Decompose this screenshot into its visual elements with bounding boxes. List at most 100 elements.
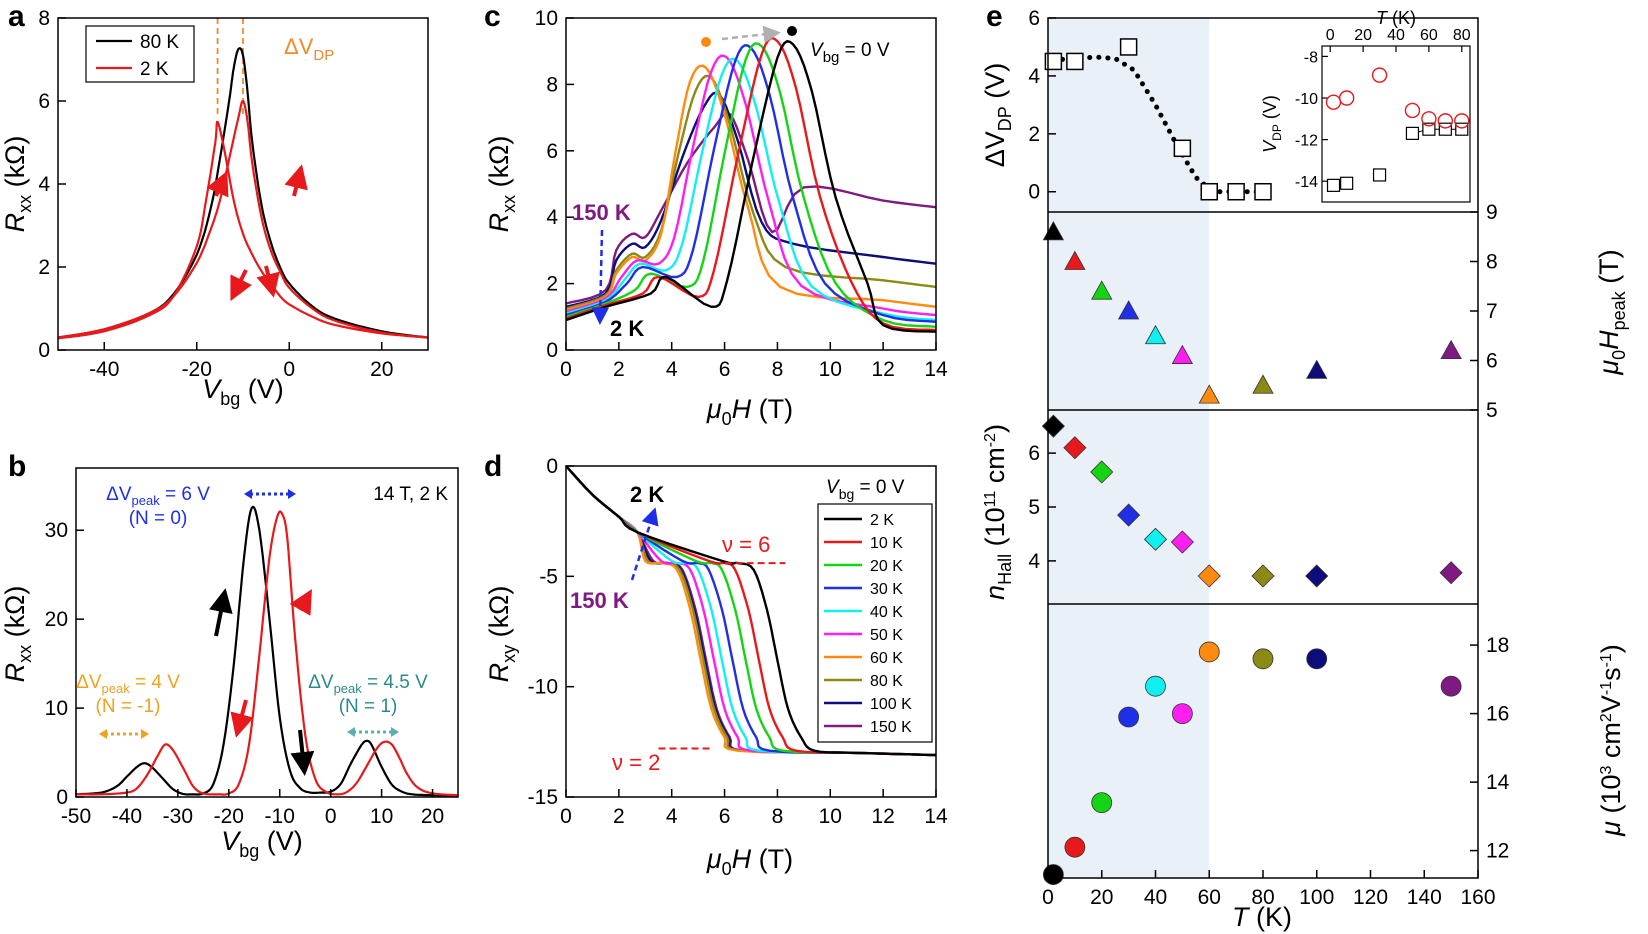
- panel-e2-ytick-label: 9: [1486, 201, 1498, 224]
- legend-d-label: 40 K: [870, 604, 903, 621]
- delta-vdp-point: [1173, 139, 1192, 158]
- series-c-60K: [565, 64, 937, 312]
- panel-d-xlabel: μ0H (T): [706, 844, 793, 879]
- inset-xtick-label: 40: [1387, 27, 1405, 44]
- panel-b-xlabel: Vbg (V): [221, 826, 303, 861]
- legend-d-label: 60 K: [870, 650, 903, 667]
- panel-d-xtick-label: 4: [666, 805, 678, 828]
- panel-e-xlabel: T (K): [1232, 902, 1292, 932]
- nhall-point: [1170, 530, 1194, 554]
- double-arrow-head: [99, 729, 107, 739]
- mobility-point: [1091, 792, 1113, 814]
- mobility-point: [1145, 675, 1166, 697]
- panel-c-ytick-label: 8: [546, 73, 558, 96]
- panel-e2-ytick-label: 6: [1486, 350, 1498, 373]
- nhall-point: [1117, 503, 1141, 527]
- inset-square-point: [1372, 168, 1387, 182]
- panel-e4-ytick-label: 18: [1486, 634, 1509, 657]
- inset-square-point: [1455, 122, 1469, 136]
- peak-shift-arrow: [721, 25, 781, 44]
- panel-a-ytick-label: 8: [38, 7, 50, 30]
- nhall-point: [1305, 564, 1329, 588]
- panel-b-xtick-label: -30: [163, 805, 193, 828]
- panel-d-xtick-label: 6: [719, 805, 731, 828]
- panel-b-xtick-label: 10: [370, 805, 393, 828]
- panel-c-ylabel: Rxx (kΩ): [484, 136, 519, 233]
- panel-a-xtick-label: -40: [89, 358, 119, 381]
- inset-squares-line: [1412, 128, 1462, 134]
- legend-a-label: 80 K: [140, 32, 179, 53]
- inset-square-point: [1326, 178, 1341, 192]
- legend-d-label: 2 K: [870, 512, 894, 529]
- panel-d-xtick-label: 2: [613, 805, 625, 828]
- panel-e1-ytick-label: 6: [1028, 7, 1040, 30]
- legend-d-label: 30 K: [870, 581, 903, 598]
- temp-label-c-top: 150 K: [572, 200, 631, 225]
- inset-ytick-label: -14: [1295, 174, 1318, 191]
- inset-ytick-label: -10: [1295, 91, 1318, 108]
- sweep-arrow: [284, 164, 308, 197]
- delta-vdp-point: [1227, 182, 1245, 201]
- panel-a-xtick-label: 0: [283, 358, 295, 381]
- panel-a-xtick-label: -20: [182, 358, 212, 381]
- panel-c-ytick-label: 6: [546, 140, 558, 163]
- inset-circle-point: [1454, 113, 1470, 129]
- inset-ytick-label: -12: [1295, 133, 1318, 150]
- series-d-2K: [565, 465, 937, 757]
- legend-a-label: 2 K: [140, 59, 169, 80]
- panel-e1-ytick-label: 4: [1028, 65, 1040, 88]
- panel-d-ylabel: Rxy (kΩ): [484, 586, 519, 683]
- panel-d-ytick-label: -15: [528, 786, 558, 809]
- series-a-1: [57, 120, 429, 340]
- panel-c-xtick-label: 4: [666, 358, 678, 381]
- double-arrow-head: [288, 489, 296, 499]
- panel-b-xtick-label: -10: [265, 805, 295, 828]
- panel-e2-ylabel: μ0Hpeak (T): [1594, 249, 1629, 375]
- panel-a-ylabel: Rxx (kΩ): [0, 136, 35, 233]
- legend-d-label: 20 K: [870, 558, 903, 575]
- panel-c-ytick-label: 2: [546, 273, 558, 296]
- annotation-nm1-n: (N = -1): [96, 696, 161, 717]
- panel-b-xtick-label: 20: [421, 805, 444, 828]
- series-c-50K: [565, 54, 937, 317]
- panel-c-ytick-label: 4: [546, 206, 558, 229]
- series-c-30K: [565, 44, 937, 323]
- mobility-point: [1171, 703, 1193, 724]
- annotation-n1: ΔVpeak = 4.5 V: [308, 672, 428, 696]
- panel-e-xtick-label: 40: [1144, 886, 1167, 909]
- hpeak-point: [1198, 384, 1220, 404]
- panel-a-ytick-label: 4: [38, 173, 50, 196]
- peak-dot-2K: [787, 26, 797, 36]
- panel-d-xtick-label: 14: [924, 805, 948, 828]
- panel-b-xtick-label: -50: [61, 805, 91, 828]
- inset-circle-point: [1338, 90, 1355, 106]
- panel-d-ytick-label: -10: [528, 676, 558, 699]
- panel-e4-ytick-label: 16: [1486, 703, 1509, 726]
- legend-d-label: 10 K: [870, 535, 903, 552]
- panel-b-ytick-label: 20: [45, 608, 68, 631]
- hpeak-point: [1117, 300, 1140, 320]
- mobility-point: [1118, 706, 1140, 728]
- temp-arrow-c: [591, 229, 610, 325]
- inset-ylabel: VDP (V): [1260, 95, 1284, 153]
- panel-e3-ytick-label: 5: [1028, 496, 1040, 519]
- panel-d-xtick-label: 8: [772, 805, 784, 828]
- series-b-0: [75, 505, 458, 797]
- hpeak-point: [1064, 250, 1086, 270]
- panel-e3-ytick-label: 4: [1028, 550, 1040, 573]
- panel-b-xtick-label: 0: [325, 805, 337, 828]
- panel-e-xtick-label: 20: [1090, 886, 1113, 909]
- hpeak-point: [1091, 280, 1113, 300]
- inset-ytick-label: -8: [1304, 49, 1318, 66]
- panel-c-frame: [565, 17, 937, 351]
- panel-e-xtick-label: 60: [1198, 886, 1221, 909]
- panel-d-xtick-label: 10: [819, 805, 842, 828]
- delta-vdp-point: [1066, 52, 1084, 71]
- sweep-arrow: [289, 589, 312, 616]
- inset-xtick-label: 20: [1354, 27, 1372, 44]
- mobility-point: [1042, 864, 1064, 885]
- panel-e1-ylabel: ΔVDP (V): [980, 63, 1015, 168]
- hpeak-point: [1306, 359, 1328, 379]
- nhall-point: [1143, 527, 1168, 551]
- panel-e-xtick-label: 160: [1460, 886, 1495, 909]
